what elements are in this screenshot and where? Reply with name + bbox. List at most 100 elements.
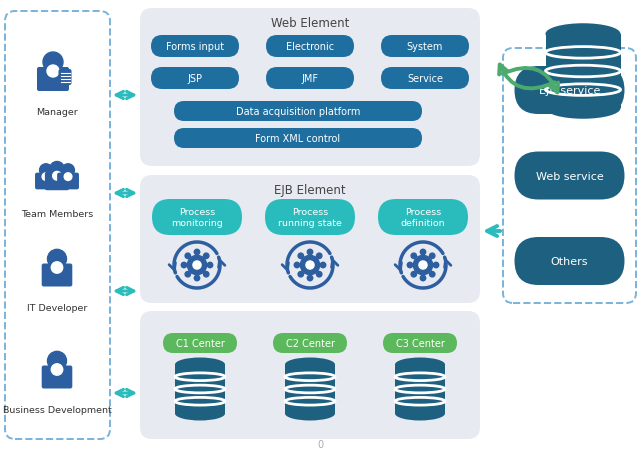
FancyBboxPatch shape bbox=[381, 68, 469, 90]
Circle shape bbox=[320, 263, 326, 268]
FancyBboxPatch shape bbox=[45, 172, 69, 191]
Text: JMF: JMF bbox=[302, 74, 318, 84]
FancyBboxPatch shape bbox=[152, 199, 242, 235]
Bar bbox=[545, 35, 620, 109]
Text: Process
running state: Process running state bbox=[278, 208, 342, 227]
Circle shape bbox=[53, 172, 61, 181]
Text: Data acquisition platform: Data acquisition platform bbox=[236, 107, 360, 117]
FancyBboxPatch shape bbox=[378, 199, 468, 235]
Circle shape bbox=[300, 256, 320, 275]
Circle shape bbox=[185, 272, 190, 277]
Circle shape bbox=[181, 263, 186, 268]
Circle shape bbox=[421, 276, 426, 281]
Circle shape bbox=[411, 253, 417, 259]
Text: Form XML control: Form XML control bbox=[255, 133, 341, 144]
Circle shape bbox=[48, 250, 66, 269]
Ellipse shape bbox=[175, 358, 225, 372]
Circle shape bbox=[298, 272, 303, 277]
Text: Forms input: Forms input bbox=[166, 42, 224, 52]
Circle shape bbox=[430, 272, 435, 277]
FancyBboxPatch shape bbox=[42, 264, 72, 287]
FancyBboxPatch shape bbox=[151, 68, 239, 90]
FancyBboxPatch shape bbox=[266, 36, 354, 58]
Circle shape bbox=[433, 263, 439, 268]
Circle shape bbox=[48, 352, 66, 371]
FancyBboxPatch shape bbox=[174, 102, 422, 122]
Text: C2 Center: C2 Center bbox=[285, 338, 334, 348]
Text: C1 Center: C1 Center bbox=[176, 338, 224, 348]
Circle shape bbox=[51, 262, 63, 274]
Circle shape bbox=[294, 263, 300, 268]
Bar bbox=[395, 365, 445, 414]
Circle shape bbox=[194, 276, 200, 281]
Ellipse shape bbox=[545, 98, 620, 120]
Ellipse shape bbox=[285, 358, 335, 372]
Circle shape bbox=[50, 162, 64, 176]
Bar bbox=[175, 365, 225, 414]
Text: Process
definition: Process definition bbox=[401, 208, 446, 227]
Circle shape bbox=[306, 262, 314, 269]
FancyBboxPatch shape bbox=[174, 129, 422, 149]
Text: System: System bbox=[407, 42, 443, 52]
Circle shape bbox=[43, 53, 63, 73]
FancyBboxPatch shape bbox=[57, 173, 79, 190]
FancyBboxPatch shape bbox=[140, 311, 480, 439]
Text: Web service: Web service bbox=[536, 171, 603, 181]
Text: Electronic: Electronic bbox=[286, 42, 334, 52]
Circle shape bbox=[419, 262, 427, 269]
Text: Business Development: Business Development bbox=[3, 405, 111, 414]
FancyBboxPatch shape bbox=[140, 175, 480, 304]
Ellipse shape bbox=[395, 358, 445, 372]
FancyBboxPatch shape bbox=[37, 68, 69, 92]
Circle shape bbox=[204, 253, 209, 259]
FancyBboxPatch shape bbox=[140, 9, 480, 166]
FancyBboxPatch shape bbox=[35, 173, 57, 190]
FancyBboxPatch shape bbox=[273, 333, 347, 353]
Circle shape bbox=[421, 250, 426, 255]
Ellipse shape bbox=[545, 24, 620, 45]
FancyBboxPatch shape bbox=[266, 68, 354, 90]
Circle shape bbox=[413, 256, 433, 275]
Text: JSP: JSP bbox=[188, 74, 203, 84]
Circle shape bbox=[51, 364, 63, 375]
Ellipse shape bbox=[285, 407, 335, 421]
Text: Manager: Manager bbox=[36, 108, 78, 117]
FancyBboxPatch shape bbox=[151, 36, 239, 58]
Circle shape bbox=[307, 276, 312, 281]
Circle shape bbox=[407, 263, 413, 268]
FancyBboxPatch shape bbox=[42, 366, 72, 389]
FancyBboxPatch shape bbox=[383, 333, 457, 353]
Text: Team Members: Team Members bbox=[21, 210, 93, 219]
Circle shape bbox=[193, 262, 201, 269]
Circle shape bbox=[316, 272, 322, 277]
Circle shape bbox=[40, 165, 52, 177]
Text: IT Developer: IT Developer bbox=[27, 304, 87, 312]
FancyBboxPatch shape bbox=[381, 36, 469, 58]
Text: Web Element: Web Element bbox=[271, 17, 349, 30]
Circle shape bbox=[47, 66, 59, 78]
FancyBboxPatch shape bbox=[514, 238, 624, 285]
Circle shape bbox=[185, 253, 190, 259]
Bar bbox=[285, 365, 335, 414]
Text: EJB service: EJB service bbox=[539, 86, 600, 96]
Circle shape bbox=[42, 174, 50, 181]
Circle shape bbox=[204, 272, 209, 277]
Ellipse shape bbox=[395, 407, 445, 421]
Circle shape bbox=[62, 165, 75, 177]
Text: Service: Service bbox=[407, 74, 443, 84]
Text: Others: Others bbox=[551, 257, 588, 267]
FancyBboxPatch shape bbox=[265, 199, 355, 235]
FancyBboxPatch shape bbox=[514, 67, 624, 115]
Text: 0: 0 bbox=[317, 439, 323, 449]
Circle shape bbox=[430, 253, 435, 259]
Text: Process
monitoring: Process monitoring bbox=[171, 208, 223, 227]
Circle shape bbox=[316, 253, 322, 259]
Circle shape bbox=[194, 250, 200, 255]
Circle shape bbox=[187, 256, 206, 275]
Circle shape bbox=[307, 250, 312, 255]
FancyBboxPatch shape bbox=[163, 333, 237, 353]
Circle shape bbox=[298, 253, 303, 259]
Circle shape bbox=[207, 263, 213, 268]
Ellipse shape bbox=[175, 407, 225, 421]
FancyBboxPatch shape bbox=[514, 152, 624, 200]
